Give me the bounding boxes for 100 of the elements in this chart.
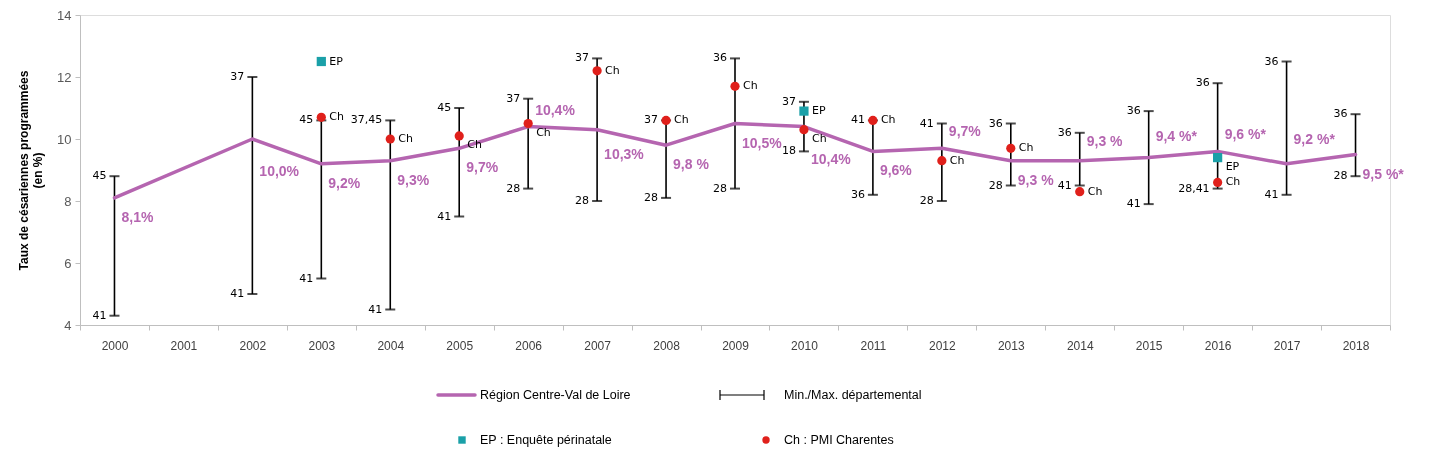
y-tick-label: 12	[57, 69, 72, 85]
annotation: 28	[1333, 169, 1348, 183]
annotation: 36	[1195, 76, 1210, 90]
data-label: 9,2 %*	[1293, 130, 1336, 147]
point	[799, 125, 809, 135]
annotation: 37	[781, 94, 796, 108]
annotation: 41	[1126, 197, 1141, 211]
point	[730, 81, 740, 91]
data-label: 9,3%	[397, 171, 430, 188]
data-label: 9,4 %*	[1155, 127, 1198, 144]
y-tick-label: 6	[64, 255, 72, 271]
data-label: Ch	[1018, 141, 1034, 155]
legend-label: EP : Enquête périnatale	[480, 433, 612, 447]
annotation: 45	[299, 113, 314, 127]
x-tick-label: 2017	[1273, 338, 1301, 353]
data-label: Ch	[880, 113, 896, 127]
annotation: 41	[919, 116, 934, 130]
x-tick-label: 2006	[515, 338, 543, 353]
data-label: 9,6 %*	[1224, 126, 1267, 143]
annotation: 28	[506, 181, 521, 195]
y-tick-label: 10	[57, 131, 72, 147]
x-tick-label: 2002	[239, 338, 267, 353]
x-tick-label: 2011	[860, 338, 887, 353]
x-tick-label: 2005	[446, 338, 474, 353]
annotation: 36	[850, 187, 865, 201]
annotation: 41	[1264, 187, 1279, 201]
y-tick-label: 14	[57, 7, 72, 23]
x-tick-label: 2001	[170, 338, 198, 353]
x-tick-label: 2010	[791, 338, 819, 353]
annotation: 28	[713, 181, 727, 195]
data-label: EP	[811, 104, 826, 118]
legend-label: Ch : PMI Charentes	[784, 433, 894, 447]
annotation: 37	[506, 91, 521, 105]
annotation: 45	[437, 101, 452, 114]
x-tick-label: 2004	[377, 338, 405, 353]
annotation: 28,41	[1178, 181, 1210, 195]
point	[592, 66, 602, 76]
annotation: 36	[1057, 125, 1072, 139]
annotation: 41	[1057, 178, 1072, 192]
data-label: 10,0%	[259, 163, 300, 179]
data-label: Ch	[329, 110, 344, 124]
data-label: 9,7%	[948, 123, 982, 140]
x-tick-label: 2016	[1204, 338, 1232, 353]
annotation: 28	[919, 194, 934, 207]
data-label: Ch	[1225, 175, 1241, 189]
annotation: 37,45	[350, 113, 383, 127]
data-label: Ch	[398, 132, 413, 145]
point	[1075, 187, 1085, 197]
annotation: 28	[575, 194, 590, 207]
data-label: 9,8 %	[673, 156, 710, 173]
point	[316, 112, 326, 122]
x-tick-label: 2015	[1135, 338, 1163, 353]
x-tick-label: 2000	[101, 338, 129, 353]
annotation: 36	[988, 116, 1003, 130]
x-tick-label: 2009	[722, 338, 750, 353]
y-tick-label: 8	[64, 193, 72, 209]
y-axis-title: Taux de césariennes programmées (en %)	[17, 70, 46, 271]
annotation: 37	[230, 70, 245, 83]
point	[1213, 152, 1223, 163]
annotation: 36	[713, 51, 727, 65]
point	[1006, 143, 1016, 153]
data-label: Ch	[811, 131, 827, 145]
data-label: Ch	[467, 137, 482, 151]
annotation: 41	[368, 302, 383, 316]
annotation: 36	[1333, 107, 1348, 121]
data-label: 10,3%	[604, 145, 645, 162]
data-label: Ch	[536, 125, 551, 139]
point	[385, 134, 395, 144]
annotation: 18	[781, 144, 796, 158]
x-tick-label: 2003	[308, 338, 336, 353]
data-label: 9,5 %*	[1362, 165, 1405, 182]
annotation: 37	[644, 113, 659, 127]
legend-label: Région Centre-Val de Loire	[480, 388, 631, 402]
data-label: EP	[1225, 159, 1240, 173]
data-label: 9,3 %	[1017, 171, 1055, 188]
x-tick-label: 2008	[653, 338, 681, 353]
data-label: Ch	[949, 153, 965, 167]
annotation: 28	[644, 190, 659, 204]
point	[799, 106, 809, 116]
annotation: 28	[988, 178, 1003, 192]
data-label: 10,5%	[742, 134, 783, 151]
annotation: 41	[437, 209, 452, 223]
x-tick-label: 2014	[1066, 338, 1094, 353]
data-label: EP	[329, 54, 344, 68]
annotation: 41	[299, 271, 314, 285]
x-tick-label: 2013	[997, 338, 1025, 353]
point	[523, 118, 533, 129]
annotation: 37	[575, 51, 590, 65]
text: Min./Max. départemental	[784, 388, 922, 402]
data-label: Ch	[674, 113, 689, 127]
data-label: Ch	[743, 79, 758, 93]
data-label: Ch	[1087, 184, 1103, 198]
annotation: 41	[850, 113, 865, 127]
annotation: 36	[1264, 54, 1279, 68]
data-label: 9,7%	[466, 159, 499, 176]
data-label: 9,3 %	[1086, 132, 1124, 149]
x-tick-label: 2012	[928, 338, 957, 353]
point	[661, 115, 671, 125]
y-tick-label: 4	[64, 317, 72, 333]
point	[316, 56, 326, 67]
